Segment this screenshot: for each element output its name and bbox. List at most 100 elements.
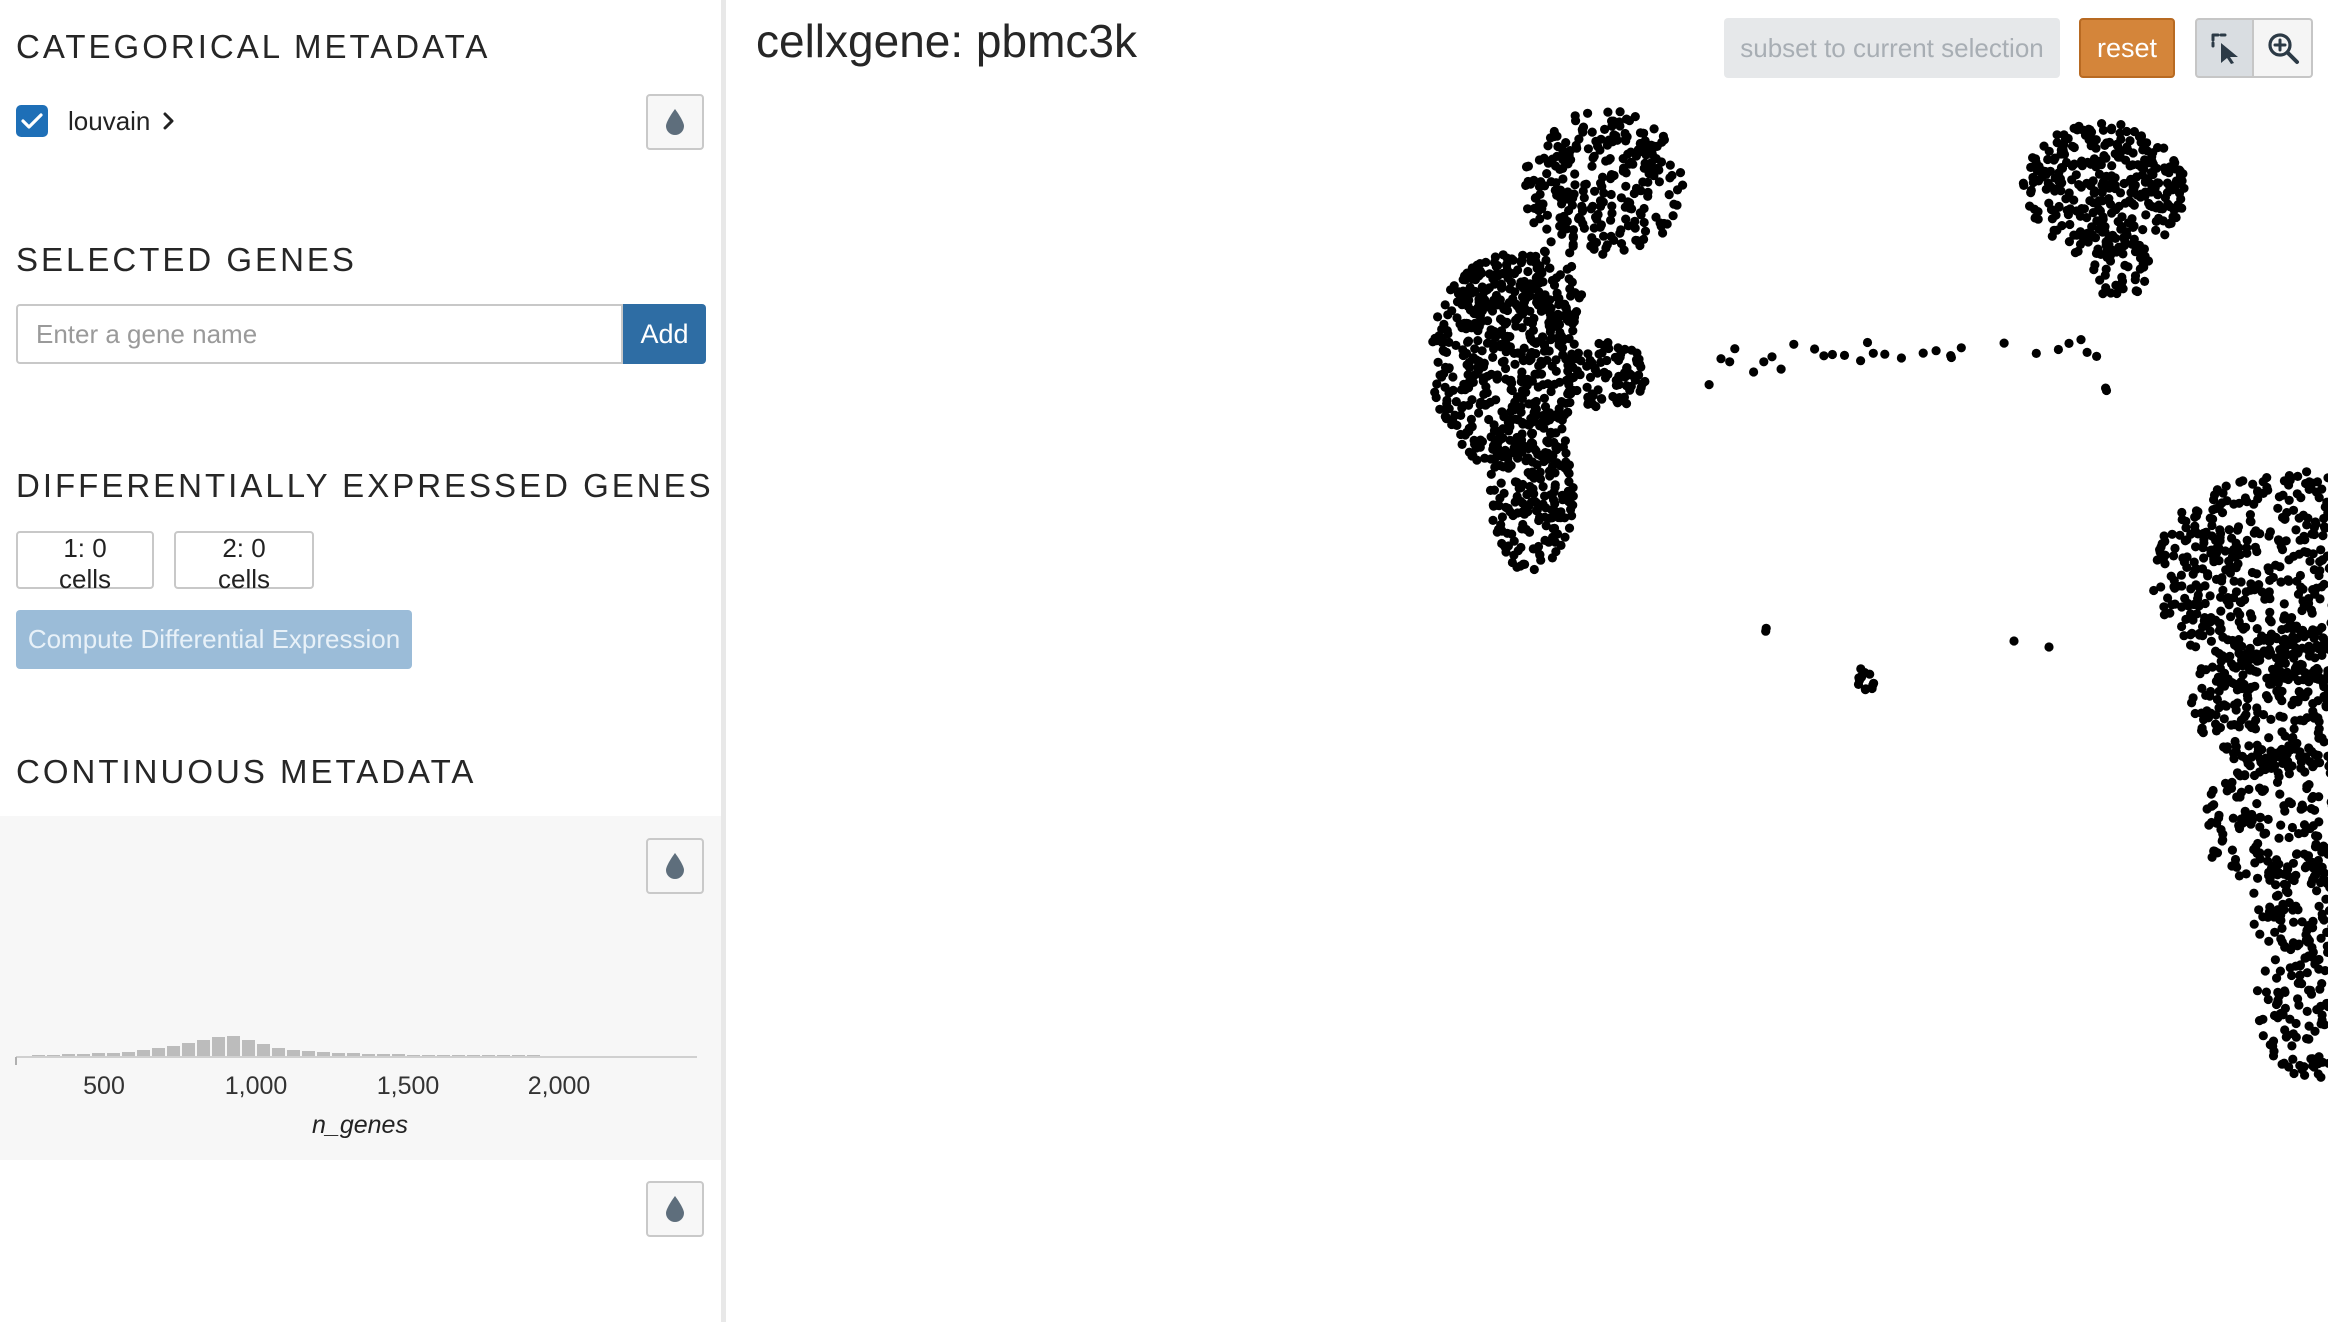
cell-point	[1440, 300, 1450, 310]
droplet-icon	[666, 1196, 684, 1222]
cell-point	[2252, 569, 2262, 579]
cell-point	[2293, 471, 2303, 481]
cell-point	[1533, 382, 1543, 392]
cell-point	[1529, 564, 1539, 575]
cell-point	[2111, 247, 2121, 257]
cell-point	[2275, 711, 2285, 721]
lasso-mode-button[interactable]	[2195, 18, 2254, 78]
cell-point	[2104, 194, 2114, 204]
cell-point	[1640, 226, 1651, 236]
cell-point	[1602, 240, 1612, 250]
cell-point	[2049, 225, 2059, 235]
cell-point	[2316, 545, 2326, 555]
next-field-color-by-button[interactable]	[646, 1181, 704, 1237]
cell-point	[1636, 382, 1646, 393]
cell-point	[1525, 279, 1535, 289]
cell-point	[2130, 180, 2140, 190]
cell-point	[2277, 1059, 2287, 1069]
cell-point	[1514, 446, 1524, 456]
histogram-bar	[332, 1053, 345, 1056]
cell-point	[1511, 321, 1521, 331]
cell-point	[2267, 761, 2277, 771]
cell-point	[2280, 641, 2290, 651]
chevron-right-icon[interactable]	[162, 111, 176, 131]
compute-diffexp-button[interactable]: Compute Differential Expression	[16, 610, 412, 669]
histogram-bar	[227, 1036, 240, 1056]
reset-button[interactable]: reset	[2079, 18, 2175, 78]
cell-point	[2263, 814, 2273, 825]
cell-set-2-button[interactable]: 2: 0 cells	[174, 531, 314, 594]
cell-point	[2303, 851, 2314, 861]
cell-point	[2067, 161, 2077, 171]
cell-point	[2207, 520, 2217, 531]
cell-point	[1452, 420, 1462, 430]
cell-point	[1539, 423, 1549, 433]
category-louvain-row[interactable]: louvain	[16, 103, 176, 139]
cell-point	[1535, 467, 1545, 477]
cell-point	[2235, 550, 2245, 560]
cell-point	[2231, 663, 2241, 673]
cell-point	[2246, 517, 2256, 527]
cell-point	[2115, 152, 2125, 162]
cell-point	[1725, 357, 1735, 367]
cell-point	[1499, 356, 1509, 366]
cell-point	[1554, 299, 1564, 310]
cell-point	[1588, 391, 1598, 401]
subset-to-selection-button[interactable]: subset to current selection	[1724, 18, 2060, 78]
cell-point	[2317, 1010, 2327, 1020]
cell-point	[1468, 353, 1478, 363]
cell-point	[2149, 585, 2159, 596]
cell-point	[2159, 602, 2169, 612]
cell-point	[2064, 338, 2074, 348]
cell-point	[1559, 211, 1569, 221]
cell-point	[1525, 306, 1535, 316]
cell-point	[1496, 520, 1506, 530]
zoom-mode-button[interactable]	[2254, 18, 2313, 78]
cell-point	[1668, 211, 1678, 221]
n-genes-histogram[interactable]: 500 1,000 1,500 2,000 n_genes	[0, 816, 721, 1160]
cell-point	[1521, 524, 1531, 535]
embedding-scatterplot[interactable]	[726, 0, 2328, 1322]
n-genes-color-by-button[interactable]	[646, 838, 704, 894]
louvain-color-by-button[interactable]	[646, 94, 704, 150]
cell-point	[1536, 555, 1546, 565]
cell-point	[2098, 227, 2108, 237]
cell-point	[2094, 156, 2105, 166]
cell-point	[2148, 148, 2158, 158]
cell-point	[2104, 240, 2114, 250]
cell-point	[2317, 622, 2327, 633]
cell-point	[1547, 553, 1557, 563]
cell-point	[1464, 295, 1474, 305]
cell-point	[2127, 239, 2137, 249]
cell-point	[1658, 131, 1668, 141]
cell-point	[2107, 161, 2117, 171]
cell-point	[2052, 130, 2062, 140]
cell-point	[2216, 656, 2226, 666]
cell-point	[1560, 463, 1570, 473]
cell-point	[2156, 582, 2166, 592]
cell-point	[2240, 595, 2250, 605]
cell-point	[1518, 277, 1528, 287]
cell-point	[2274, 492, 2284, 502]
cell-point	[1560, 532, 1570, 542]
cell-point	[2227, 777, 2237, 788]
cell-point	[1537, 268, 1547, 278]
gene-name-input[interactable]	[16, 304, 623, 364]
cell-point	[1540, 290, 1550, 300]
cell-point	[2324, 906, 2328, 915]
louvain-label[interactable]: louvain	[68, 105, 151, 136]
cell-point	[1592, 214, 1602, 224]
cell-set-1-button[interactable]: 1: 0 cells	[16, 531, 154, 594]
cell-point	[2296, 757, 2306, 767]
cell-point	[1497, 407, 1507, 417]
add-gene-button[interactable]: Add	[623, 304, 706, 364]
cell-point	[1504, 376, 1514, 386]
louvain-checkbox[interactable]	[16, 105, 48, 137]
cell-point	[1789, 339, 1799, 349]
cell-point	[2176, 570, 2186, 580]
cell-point	[2304, 1021, 2314, 1031]
cell-point	[1537, 297, 1547, 307]
cell-point	[2249, 770, 2260, 781]
histogram-tick-label: 2,000	[528, 1072, 591, 1100]
cell-point	[2227, 861, 2237, 871]
